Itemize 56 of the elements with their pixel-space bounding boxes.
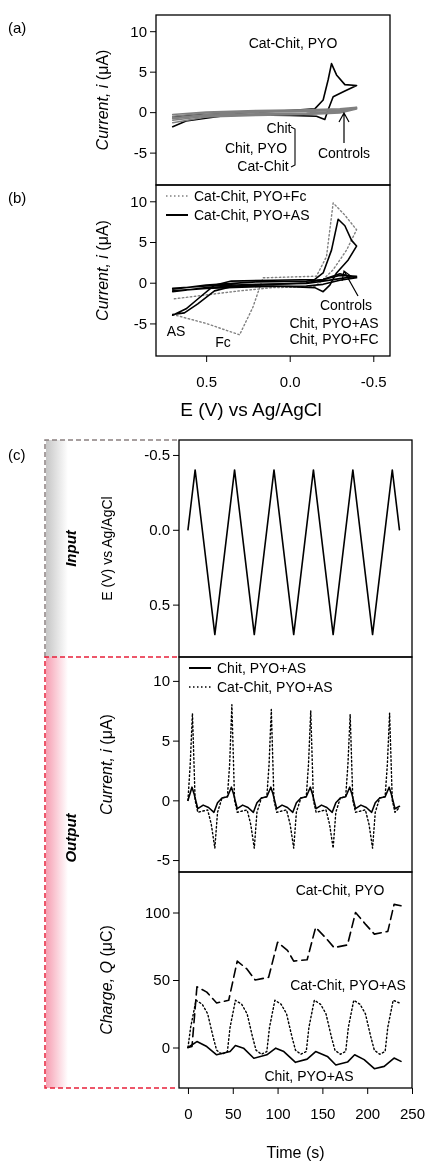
y-tick-label: 0: [138, 274, 147, 292]
y-axis-title: Current, i (μA): [94, 49, 111, 151]
y-tick-label: 50: [153, 971, 170, 989]
x-tick-label: 50: [224, 1104, 242, 1122]
y-tick-label: 0: [138, 103, 147, 121]
x-tick-label: 0.0: [279, 372, 301, 390]
annotation: Fc: [215, 333, 231, 350]
annotation: Chit, PYO+FC: [289, 330, 379, 347]
x-tick-label: 0: [184, 1104, 193, 1122]
x-axis-title: Time (s): [266, 1144, 325, 1161]
y-tick-label: 5: [138, 233, 147, 251]
x-tick-label: 200: [355, 1104, 381, 1122]
y-axis-title: Current, i (μA): [98, 714, 115, 815]
y-tick-label: 10: [153, 672, 170, 690]
y-axis-title: E (V) vs Ag/AgCl: [99, 496, 115, 601]
series-label: Cat-Chit, PYO+AS: [290, 976, 406, 993]
y-tick-label: -0.5: [144, 446, 170, 464]
text: Chit, PYO+AS: [289, 314, 379, 331]
legend-label: Cat-Chit, PYO+AS: [217, 679, 333, 695]
y-tick-label: 10: [130, 22, 147, 40]
legend-label: Cat-Chit, PYO+Fc: [194, 188, 307, 204]
y-axis-title: Current, i (μA): [94, 220, 111, 321]
series-label: Chit, PYO: [224, 139, 288, 156]
y-tick-label: -5: [133, 143, 147, 161]
annotation: Controls: [317, 144, 371, 161]
legend-label: Cat-Chit, PYO+AS: [194, 207, 310, 223]
text: (b): [8, 189, 27, 207]
y-tick-label: -5: [133, 314, 147, 332]
y-tick-label: 10: [130, 192, 147, 210]
y-tick-label: 0.0: [149, 521, 170, 539]
x-tick-label: 250: [399, 1104, 426, 1122]
y-tick-label: 5: [161, 731, 170, 749]
text: Input: [62, 529, 79, 567]
text: Cat-Chit: [237, 157, 289, 174]
y-tick-label: 5: [138, 62, 147, 80]
series-label: Chit, PYO+AS: [264, 1067, 354, 1084]
legend-label: Chit, PYO+AS: [217, 660, 307, 676]
y-tick-label: 0: [161, 1038, 170, 1056]
x-tick-label: 150: [310, 1104, 336, 1122]
series-label: Cat-Chit, PYO: [295, 881, 385, 898]
y-tick-label: -5: [156, 851, 170, 869]
text: Output: [62, 812, 79, 863]
annotation: Controls: [319, 296, 373, 313]
y-tick-label: 0.5: [149, 595, 170, 613]
y-tick-label: 0: [161, 791, 170, 809]
text: (c): [8, 446, 26, 464]
x-tick-label: 0.5: [196, 372, 218, 390]
y-axis-title: Charge, Q (μC): [98, 925, 115, 1035]
annotation: AS: [166, 322, 186, 339]
x-tick-label: 100: [265, 1104, 291, 1122]
x-tick-label: -0.5: [360, 372, 387, 390]
series-label: Chit: [266, 119, 292, 136]
y-tick-label: 100: [144, 903, 170, 921]
series-label: Cat-Chit, PYO: [248, 34, 338, 51]
text: (a): [8, 19, 27, 37]
x-axis-title: E (V) vs Ag/AgCl: [180, 399, 322, 420]
